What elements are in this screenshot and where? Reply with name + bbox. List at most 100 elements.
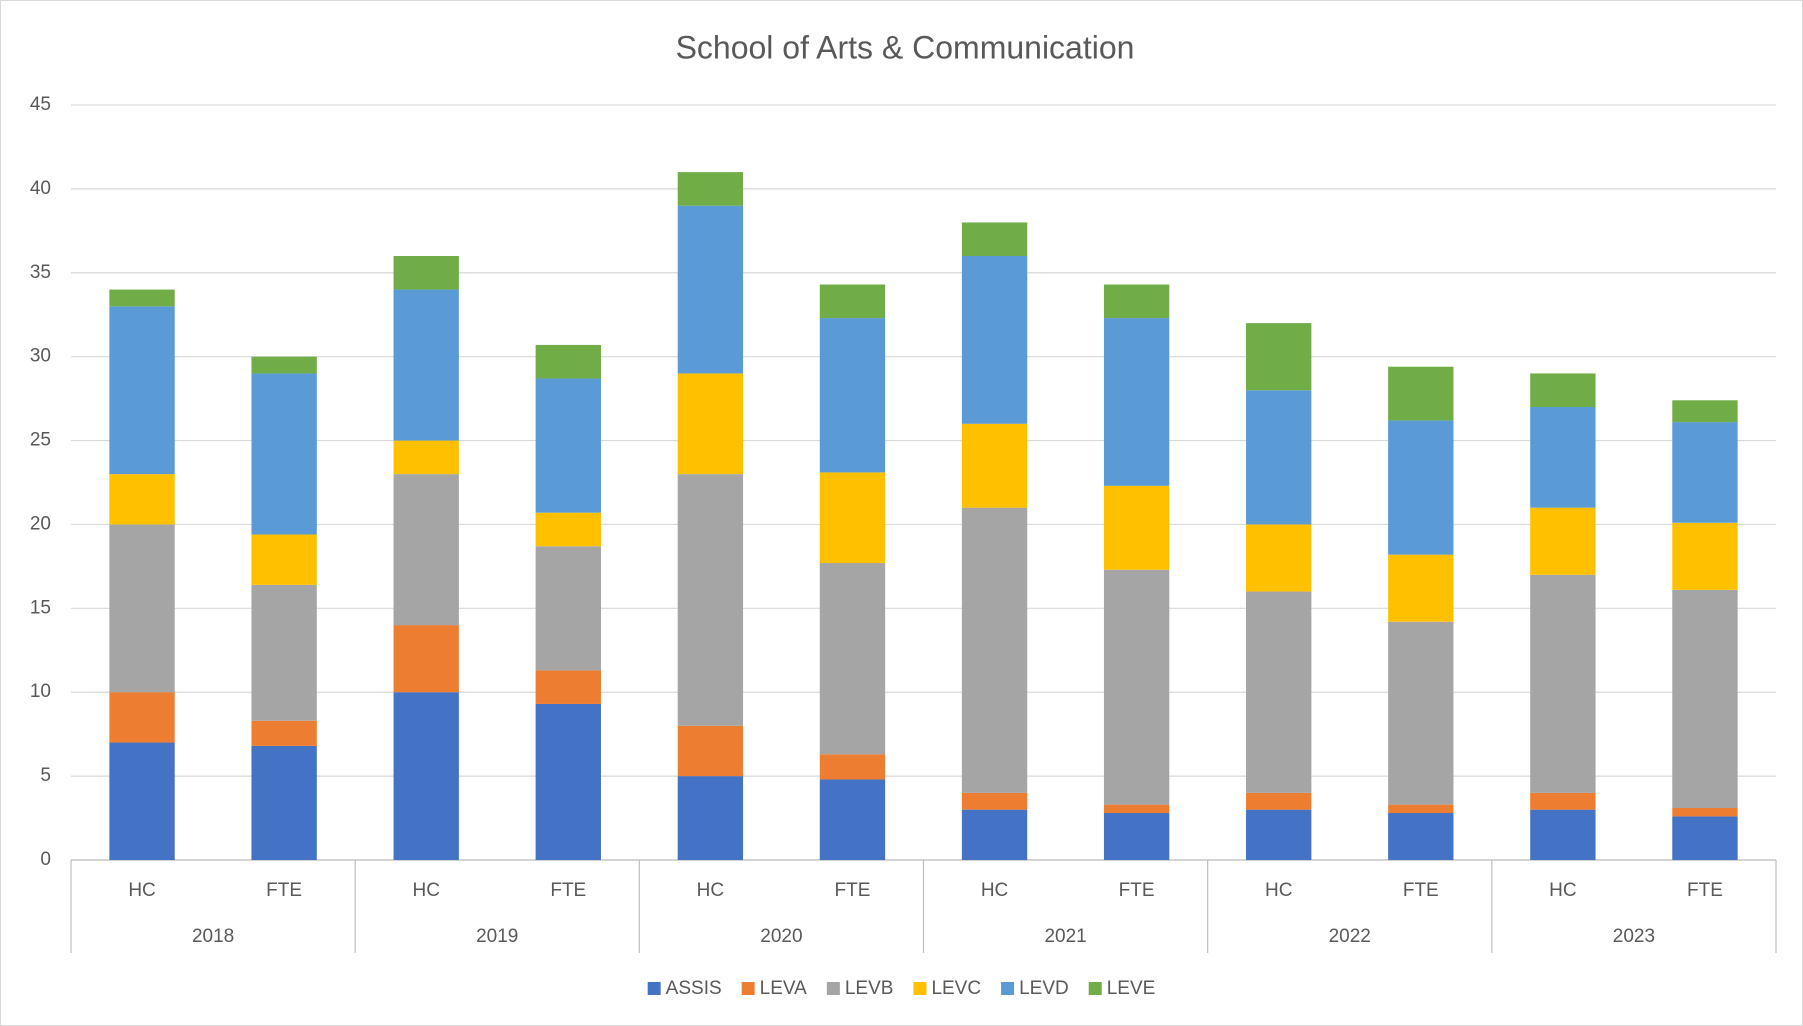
y-tick-label: 5 (40, 765, 51, 786)
bar-segment (251, 720, 317, 746)
bar-segment (109, 474, 175, 525)
x-tick-label: HC (981, 880, 1008, 901)
x-tick-label: HC (128, 880, 155, 901)
bar-segment (819, 284, 886, 319)
legend-swatch (647, 982, 661, 995)
legend-swatch (913, 982, 927, 995)
x-tick-label: FTE (835, 880, 871, 901)
x-tick-label: FTE (266, 880, 302, 901)
x-tick-label: FTE (1687, 880, 1723, 901)
bar-segment (535, 512, 601, 547)
bar-segment (393, 625, 459, 693)
bar-segment (961, 792, 1028, 810)
bar-segment (1388, 554, 1454, 622)
bar-segment (251, 584, 317, 721)
bar-segment (1672, 522, 1738, 590)
legend-label: LEVA (760, 978, 808, 999)
legend-swatch (741, 982, 755, 995)
y-tick-label: 45 (30, 94, 51, 115)
bar-segment (961, 423, 1028, 508)
y-tick-label: 15 (30, 597, 51, 618)
legend-label: LEVD (1019, 978, 1069, 999)
bar-segment (109, 289, 175, 307)
bar-segment (251, 373, 317, 535)
bar-segment (677, 474, 744, 726)
bar-segment (1246, 524, 1312, 592)
bar-segment (393, 440, 459, 475)
x-tick-label: FTE (550, 880, 586, 901)
bar-segment (1672, 589, 1738, 808)
bar-segment (677, 172, 744, 206)
bar-segment (535, 546, 601, 671)
group-label: 2020 (760, 926, 802, 947)
y-tick-label: 20 (30, 513, 51, 534)
group-label: 2021 (1044, 926, 1086, 947)
bar-segment (819, 563, 886, 755)
bar-segment (677, 373, 744, 475)
bar-segment (109, 306, 175, 475)
bar-segment (961, 809, 1028, 860)
bar-segment (961, 256, 1028, 424)
group-label: 2019 (476, 926, 518, 947)
bar-segment (1388, 621, 1454, 805)
bar-segment (1103, 813, 1170, 860)
legend-label: LEVC (931, 978, 981, 999)
bar-segment (1246, 809, 1312, 860)
bar-segment (819, 754, 886, 780)
group-label: 2022 (1329, 926, 1371, 947)
bar-segment (393, 692, 459, 860)
legend-swatch (1001, 982, 1015, 995)
bar-segment (677, 205, 744, 374)
y-tick-label: 30 (30, 346, 51, 367)
bar-segment (819, 472, 886, 564)
x-tick-label: HC (1265, 880, 1292, 901)
bar-segment (677, 725, 744, 777)
x-tick-label: HC (697, 880, 724, 901)
y-tick-label: 10 (30, 681, 51, 702)
bar-segment (1103, 804, 1170, 814)
group-label: 2018 (192, 926, 234, 947)
y-tick-label: 0 (40, 849, 51, 870)
bar-segment (1672, 422, 1738, 523)
bar-segment (677, 776, 744, 860)
bar-segment (1388, 804, 1454, 814)
bar-segment (961, 507, 1028, 793)
bar-segment (1388, 813, 1454, 860)
x-tick-label: HC (1549, 880, 1576, 901)
bar-segment (1103, 569, 1170, 805)
bar-segment (251, 356, 317, 374)
bar-segment (1388, 366, 1454, 421)
bar-segment (535, 378, 601, 513)
group-label: 2023 (1613, 926, 1655, 947)
bar-segment (1388, 420, 1454, 555)
legend-swatch (826, 982, 840, 995)
bar-segment (109, 524, 175, 693)
x-tick-label: FTE (1403, 880, 1439, 901)
bar-segment (1530, 574, 1596, 793)
y-tick-label: 40 (30, 178, 51, 199)
bar-segment (535, 344, 601, 379)
bar-segment (1246, 792, 1312, 810)
y-tick-label: 25 (30, 430, 51, 451)
bar-segment (1103, 318, 1170, 486)
chart-title: School of Arts & Communication (676, 29, 1135, 65)
bar-segment (1530, 507, 1596, 575)
x-tick-label: FTE (1119, 880, 1155, 901)
bar-segment (1530, 809, 1596, 860)
bar-segment (1103, 284, 1170, 319)
bar-segment (393, 256, 459, 290)
bar-segment (1246, 323, 1312, 391)
bar-segment (961, 222, 1028, 256)
bar-segment (393, 474, 459, 626)
bar-segment (1246, 390, 1312, 525)
bar-segment (1672, 400, 1738, 423)
bar-segment (1530, 373, 1596, 407)
x-tick-label: HC (412, 880, 439, 901)
bar-segment (819, 318, 886, 473)
bar-segment (1530, 792, 1596, 810)
bar-segment (109, 692, 175, 743)
legend-label: ASSIS (666, 978, 722, 999)
bar-segment (535, 703, 601, 860)
